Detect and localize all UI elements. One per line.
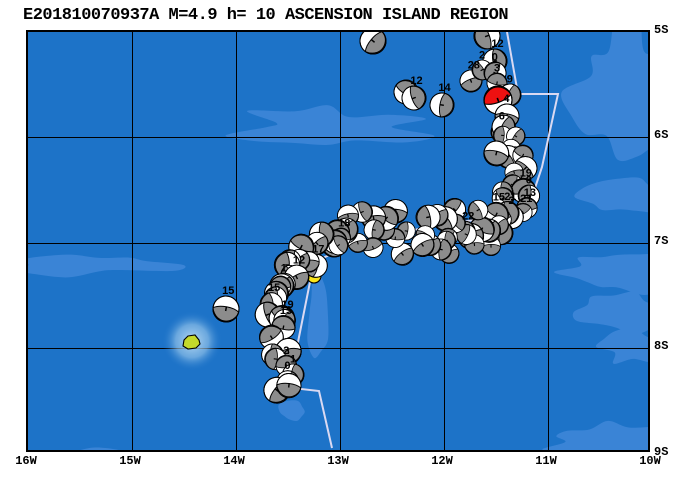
svg-text:9: 9 <box>507 73 513 85</box>
svg-text:21: 21 <box>504 191 516 203</box>
svg-text:21: 21 <box>520 193 532 205</box>
svg-text:12: 12 <box>293 254 305 266</box>
svg-text:6: 6 <box>499 110 505 122</box>
svg-text:4: 4 <box>503 93 510 105</box>
svg-text:15: 15 <box>268 282 280 294</box>
svg-text:12: 12 <box>410 75 422 87</box>
svg-text:15: 15 <box>493 192 505 204</box>
svg-text:17: 17 <box>312 243 324 255</box>
svg-text:15: 15 <box>280 305 292 317</box>
svg-text:2: 2 <box>283 345 289 357</box>
svg-text:3: 3 <box>494 63 500 75</box>
svg-text:14: 14 <box>438 82 451 94</box>
svg-text:12: 12 <box>491 38 503 50</box>
svg-text:22: 22 <box>462 211 474 223</box>
svg-text:1: 1 <box>290 353 296 365</box>
svg-text:15: 15 <box>222 285 234 297</box>
svg-text:0: 0 <box>526 175 532 187</box>
svg-text:18: 18 <box>338 218 350 230</box>
svg-text:1: 1 <box>281 263 287 275</box>
svg-text:2: 2 <box>479 50 485 62</box>
svg-text:0: 0 <box>284 360 290 372</box>
